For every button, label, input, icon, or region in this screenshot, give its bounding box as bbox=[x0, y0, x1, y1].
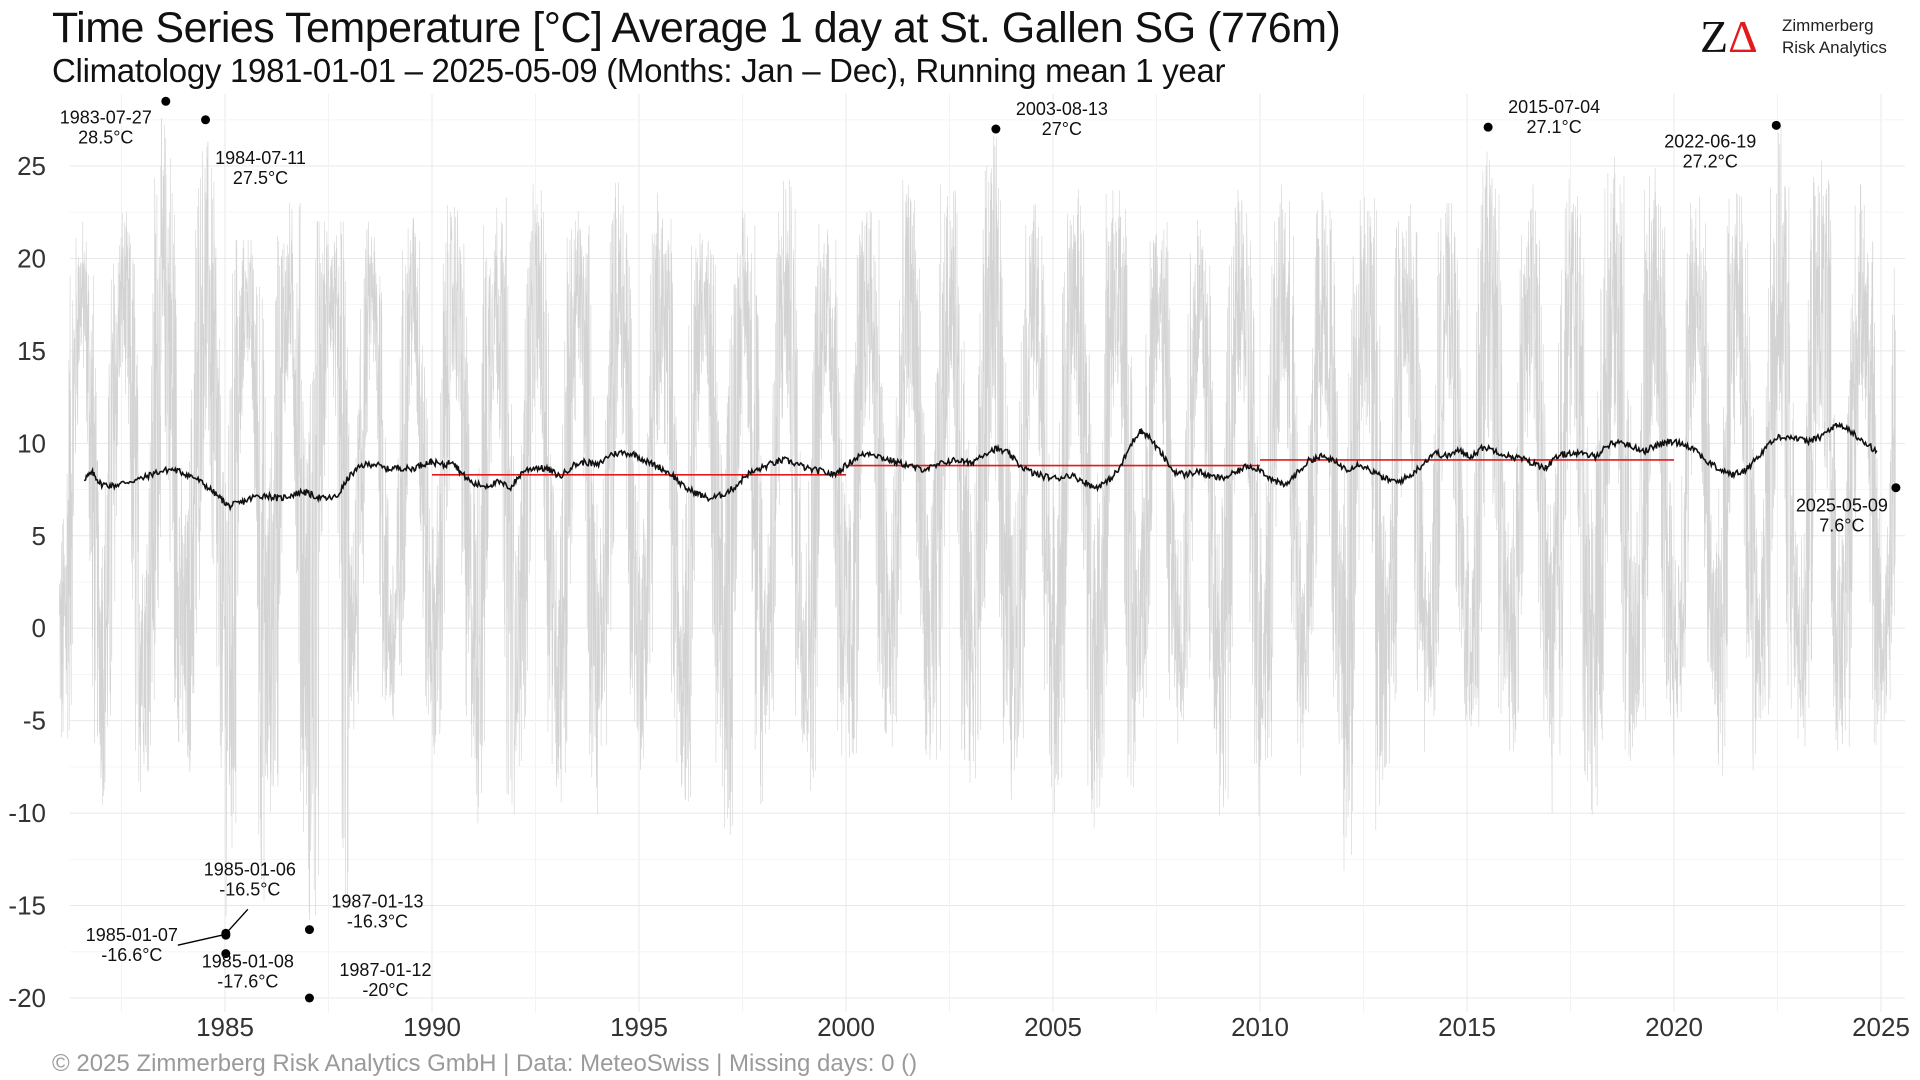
x-tick-label: 1995 bbox=[610, 1012, 668, 1042]
x-tick-label: 2015 bbox=[1438, 1012, 1496, 1042]
y-tick-label: 10 bbox=[17, 428, 46, 458]
extreme-value-label: 28.5°C bbox=[78, 127, 133, 147]
x-tick-label: 1990 bbox=[403, 1012, 461, 1042]
extreme-point bbox=[1771, 120, 1781, 130]
extreme-date-label: 2015-07-04 bbox=[1508, 97, 1600, 117]
logo-text-line2: Risk Analytics bbox=[1782, 38, 1887, 57]
extreme-date-label: 1983-07-27 bbox=[60, 107, 152, 127]
extreme-point bbox=[221, 930, 231, 940]
running-mean-line bbox=[83, 421, 1878, 512]
y-tick-label: 20 bbox=[17, 243, 46, 273]
annotation-leader bbox=[177, 934, 222, 946]
extreme-date-label: 1985-01-07 bbox=[86, 925, 178, 945]
extreme-point bbox=[161, 96, 171, 106]
extreme-date-label: 1985-01-06 bbox=[204, 859, 296, 879]
extreme-point bbox=[221, 949, 231, 959]
extreme-value-label: -20°C bbox=[362, 980, 408, 1000]
extreme-value-label: 27°C bbox=[1042, 119, 1082, 139]
x-tick-label: 2025 bbox=[1852, 1012, 1910, 1042]
running-mean-series bbox=[83, 421, 1878, 512]
extreme-point bbox=[201, 115, 211, 125]
y-tick-label: -15 bbox=[8, 891, 46, 921]
extreme-date-label: 1984-07-11 bbox=[215, 148, 306, 168]
y-tick-label: 5 bbox=[32, 521, 46, 551]
daily-temperature-line bbox=[59, 118, 1896, 921]
y-tick-label: 0 bbox=[32, 613, 46, 643]
x-tick-label: 1985 bbox=[196, 1012, 254, 1042]
y-axis-ticks: -20 -15 -10 -5 0 5 10 15 20 25 bbox=[8, 151, 46, 1013]
y-tick-label: -10 bbox=[8, 798, 46, 828]
extreme-point bbox=[1483, 122, 1493, 132]
footer-credits: © 2025 Zimmerberg Risk Analytics GmbH | … bbox=[52, 1050, 918, 1077]
extreme-date-label: 2022-06-19 bbox=[1664, 131, 1756, 151]
extreme-point bbox=[1891, 483, 1901, 493]
y-tick-label: 25 bbox=[17, 151, 46, 181]
extreme-date-label: 1987-01-12 bbox=[339, 960, 431, 980]
extreme-point bbox=[304, 993, 314, 1003]
extreme-point bbox=[304, 925, 314, 935]
x-tick-label: 2005 bbox=[1024, 1012, 1082, 1042]
extreme-date-label: 1987-01-13 bbox=[331, 892, 423, 912]
extreme-value-label: 27.1°C bbox=[1526, 117, 1581, 137]
y-tick-label: -20 bbox=[8, 983, 46, 1013]
chart-title: Time Series Temperature [°C] Average 1 d… bbox=[52, 4, 1341, 52]
extreme-date-label: 2025-05-09 bbox=[1796, 496, 1888, 516]
extreme-value-label: 27.5°C bbox=[233, 168, 288, 188]
extreme-value-label: -17.6°C bbox=[217, 972, 278, 992]
x-tick-label: 2010 bbox=[1231, 1012, 1289, 1042]
company-logo: ZΔ Zimmerberg Risk Analytics bbox=[1700, 12, 1900, 62]
extreme-value-label: -16.6°C bbox=[101, 945, 162, 965]
extreme-value-label: 7.6°C bbox=[1819, 516, 1864, 536]
extreme-date-label: 2003-08-13 bbox=[1016, 99, 1108, 119]
extreme-date-label: 1985-01-08 bbox=[202, 952, 294, 972]
chart-subtitle: Climatology 1981-01-01 – 2025-05-09 (Mon… bbox=[52, 52, 1226, 89]
x-tick-label: 2020 bbox=[1645, 1012, 1703, 1042]
x-tick-label: 2000 bbox=[817, 1012, 875, 1042]
annotation-leader bbox=[228, 908, 249, 931]
extreme-value-label: 27.2°C bbox=[1683, 151, 1738, 171]
y-tick-label: -5 bbox=[23, 706, 46, 736]
extreme-value-label: -16.5°C bbox=[219, 879, 280, 899]
logo-text-line1: Zimmerberg bbox=[1782, 16, 1874, 35]
logo-mark: ZΔ bbox=[1700, 11, 1758, 62]
y-tick-label: 15 bbox=[17, 336, 46, 366]
daily-temperature-series bbox=[59, 118, 1896, 921]
extreme-point bbox=[991, 124, 1001, 134]
x-axis-ticks: 1985 1990 1995 2000 2005 2010 2015 2020 2025 bbox=[196, 1012, 1910, 1042]
extreme-value-label: -16.3°C bbox=[347, 912, 408, 932]
